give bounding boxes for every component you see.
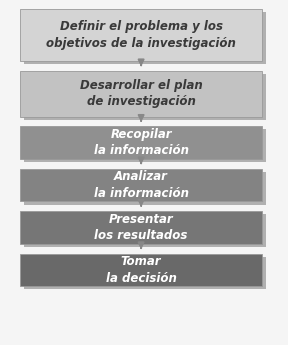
- FancyBboxPatch shape: [24, 214, 266, 247]
- FancyBboxPatch shape: [24, 129, 266, 162]
- Text: Analizar
la información: Analizar la información: [94, 170, 189, 200]
- FancyBboxPatch shape: [20, 254, 262, 286]
- FancyBboxPatch shape: [20, 71, 262, 117]
- FancyBboxPatch shape: [24, 172, 266, 205]
- Text: Definir el problema y los
objetivos de la investigación: Definir el problema y los objetivos de l…: [46, 20, 236, 50]
- FancyBboxPatch shape: [20, 169, 262, 201]
- FancyBboxPatch shape: [20, 211, 262, 244]
- FancyBboxPatch shape: [24, 257, 266, 289]
- Text: Desarrollar el plan
de investigación: Desarrollar el plan de investigación: [80, 79, 202, 108]
- Text: Tomar
la decisión: Tomar la decisión: [106, 255, 177, 285]
- FancyBboxPatch shape: [24, 74, 266, 120]
- Text: Presentar
los resultados: Presentar los resultados: [94, 213, 188, 242]
- Text: Recopilar
la información: Recopilar la información: [94, 128, 189, 157]
- FancyBboxPatch shape: [20, 9, 262, 61]
- FancyBboxPatch shape: [20, 126, 262, 159]
- FancyBboxPatch shape: [24, 12, 266, 64]
